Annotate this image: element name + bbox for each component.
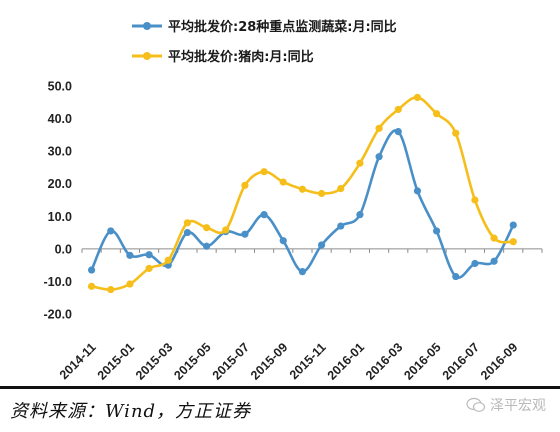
y-tick-label: 30.0	[48, 145, 72, 159]
data-point	[183, 219, 192, 227]
legend-swatch-marker	[143, 52, 151, 60]
data-point	[509, 221, 517, 229]
data-point	[126, 251, 134, 259]
x-tick-label: 2015-01	[95, 340, 137, 382]
x-tick-label: 2016-01	[325, 340, 367, 382]
legend-label: 平均批发价:28种重点监测蔬菜:月:同比	[168, 19, 397, 35]
data-point	[413, 187, 422, 195]
data-point	[490, 234, 498, 242]
data-point	[279, 178, 287, 186]
x-tick-label: 2016-07	[440, 340, 482, 382]
data-point	[432, 110, 441, 118]
footer: 资料来源：Wind，方正证券 泽平宏观	[0, 386, 560, 432]
y-tick-label: 10.0	[48, 210, 72, 224]
data-point	[317, 241, 326, 249]
data-point	[107, 285, 115, 294]
series-line	[90, 129, 515, 279]
y-tick-label: 50.0	[48, 80, 72, 94]
data-point	[452, 129, 460, 137]
data-point	[471, 259, 479, 268]
data-point	[222, 226, 230, 234]
data-point	[260, 168, 268, 176]
data-point	[490, 257, 498, 265]
data-point	[394, 105, 402, 114]
data-point	[471, 196, 479, 204]
data-point	[432, 227, 441, 235]
watermark-text: 泽平宏观	[490, 398, 546, 414]
data-point	[279, 237, 287, 245]
data-point	[337, 222, 345, 230]
data-point	[145, 264, 153, 272]
data-point	[509, 238, 517, 246]
data-point	[183, 228, 192, 237]
data-point	[241, 181, 249, 189]
source-note: 资料来源：Wind，方正证券	[10, 401, 252, 422]
series-group	[87, 93, 517, 294]
data-point	[356, 211, 364, 219]
watermark: 泽平宏观	[466, 395, 546, 415]
data-point	[317, 189, 326, 198]
data-point	[241, 230, 249, 238]
data-point	[202, 242, 211, 250]
y-tick-label: -10.0	[44, 275, 73, 289]
data-point	[298, 185, 307, 193]
series-line	[91, 96, 514, 291]
x-tick-label: 2015-07	[210, 340, 252, 382]
y-tick-label: 40.0	[48, 112, 72, 126]
x-tick-label: 2015-09	[248, 340, 290, 382]
x-tick-label: 2016-09	[478, 340, 520, 382]
x-tick-label: 2015-05	[171, 340, 213, 382]
data-point	[452, 272, 460, 281]
data-point	[260, 211, 268, 219]
legend-label: 平均批发价:猪肉:月:同比	[168, 49, 314, 65]
x-tick-label: 2015-03	[133, 340, 175, 382]
x-tick-label: 2016-03	[363, 340, 405, 382]
chart: 平均批发价:28种重点监测蔬菜:月:同比 平均批发价:猪肉:月:同比 50.0 40…	[44, 19, 543, 383]
y-tick-label: 0.0	[55, 242, 72, 256]
y-axis: 50.0 40.0 30.0 20.0 10.0 0.0 -10.0 -20.0	[44, 80, 73, 322]
x-tick-label: 2014-11	[57, 340, 99, 382]
data-point	[337, 185, 345, 193]
data-point	[375, 124, 383, 132]
data-point	[394, 128, 402, 136]
data-point	[126, 280, 134, 288]
data-point	[145, 251, 153, 259]
data-point	[202, 224, 211, 232]
wechat-icon	[466, 397, 486, 412]
legend-swatch-marker	[143, 22, 151, 30]
data-point	[375, 153, 383, 161]
data-point	[298, 268, 307, 276]
y-tick-label: -20.0	[44, 308, 73, 322]
data-point	[164, 256, 172, 264]
data-point	[107, 227, 115, 235]
data-point	[87, 266, 96, 274]
data-point	[413, 93, 422, 101]
data-point	[356, 159, 364, 167]
data-point	[87, 282, 96, 290]
x-tick-label: 2016-05	[401, 340, 443, 382]
y-tick-label: 20.0	[48, 177, 72, 191]
x-tick-label: 2015-11	[287, 340, 329, 382]
